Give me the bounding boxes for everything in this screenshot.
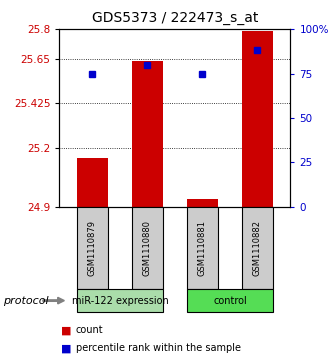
Bar bbox=[132, 61, 162, 207]
Text: protocol: protocol bbox=[3, 295, 49, 306]
Bar bbox=[187, 207, 217, 289]
Bar bbox=[77, 289, 162, 312]
Title: GDS5373 / 222473_s_at: GDS5373 / 222473_s_at bbox=[92, 11, 258, 25]
Text: count: count bbox=[76, 325, 104, 335]
Bar bbox=[187, 289, 273, 312]
Text: miR-122 expression: miR-122 expression bbox=[72, 295, 168, 306]
Bar bbox=[242, 207, 273, 289]
Text: GSM1110881: GSM1110881 bbox=[198, 220, 207, 276]
Text: GSM1110880: GSM1110880 bbox=[143, 220, 152, 276]
Text: ■: ■ bbox=[61, 325, 71, 335]
Text: GSM1110882: GSM1110882 bbox=[253, 220, 262, 276]
Bar bbox=[77, 207, 108, 289]
Bar bbox=[187, 199, 217, 207]
Bar bbox=[242, 31, 273, 207]
Text: ■: ■ bbox=[61, 343, 71, 354]
Bar bbox=[132, 207, 162, 289]
Text: control: control bbox=[213, 295, 247, 306]
Text: percentile rank within the sample: percentile rank within the sample bbox=[76, 343, 241, 354]
Bar bbox=[77, 158, 108, 207]
Text: GSM1110879: GSM1110879 bbox=[88, 220, 97, 276]
